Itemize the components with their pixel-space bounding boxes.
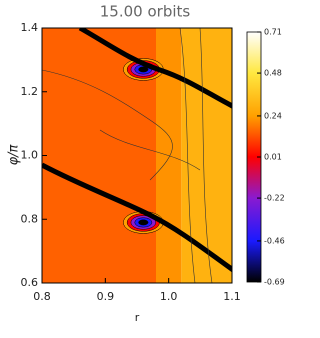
y-tick-label: 1.0 — [21, 149, 39, 162]
colorbar-tick-label: -0.69 — [264, 278, 285, 287]
x-axis-label: r — [135, 311, 140, 324]
contour — [42, 69, 173, 181]
colorbar-tick-label: -0.22 — [264, 194, 285, 203]
y-axis-label: φ/π — [7, 144, 22, 165]
chart: 15.00 orbits r φ/π -0.69 -0.46 -0.22 0.01 0.… — [7, 3, 285, 325]
colorbar-tick-label: 0.48 — [264, 69, 282, 78]
colorbar-tick-label: 0.01 — [264, 153, 282, 162]
x-tick-label: 0.9 — [97, 290, 115, 303]
y-tick-label: 0.6 — [21, 276, 39, 289]
contour — [179, 28, 196, 283]
streak — [42, 162, 232, 273]
colorbar: -0.69 -0.46 -0.22 0.01 0.24 0.48 0.71 — [246, 28, 285, 287]
x-tick-label: 1.1 — [223, 290, 241, 303]
colorbar-tick-label: 0.71 — [264, 28, 282, 37]
x-tick-label: 1.0 — [160, 290, 178, 303]
chart-title: 15.00 orbits — [100, 3, 191, 21]
y-tick-label: 1.4 — [21, 21, 39, 34]
x-tick-label: 0.8 — [33, 290, 51, 303]
contour — [199, 28, 213, 283]
contour — [99, 129, 201, 171]
streak — [78, 28, 232, 109]
y-tick-label: 1.2 — [21, 85, 39, 98]
vortex — [141, 220, 146, 225]
colorbar-tick-label: -0.46 — [264, 236, 285, 245]
vortex — [141, 67, 146, 72]
streaks — [42, 28, 232, 283]
field-band — [181, 28, 232, 283]
y-tick-label: 0.8 — [21, 212, 39, 225]
colorbar-tick-label: 0.24 — [264, 111, 282, 120]
